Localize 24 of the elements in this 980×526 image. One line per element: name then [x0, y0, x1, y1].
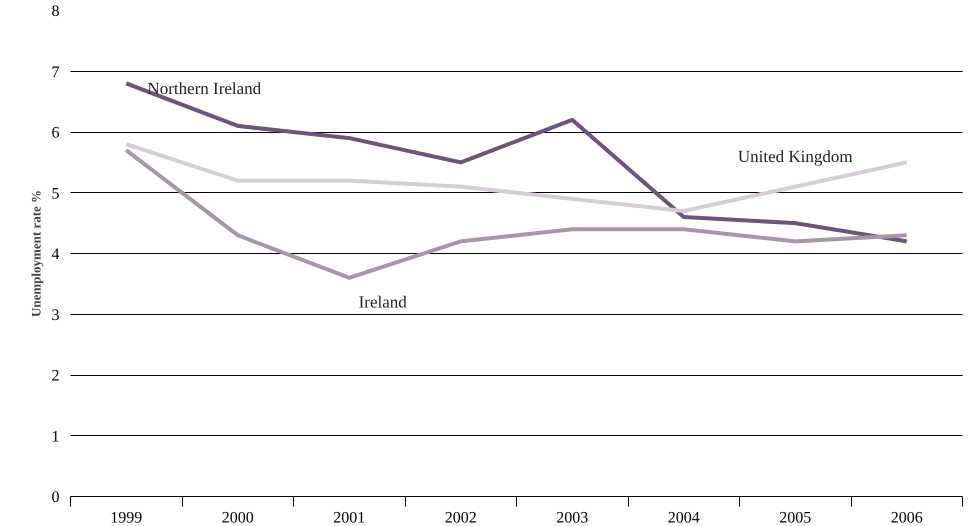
y-tick-label: 8 — [52, 3, 60, 20]
series-label: Ireland — [358, 292, 408, 312]
series-label: Northern Ireland — [147, 78, 262, 98]
x-tick-label: 2006 — [890, 510, 923, 526]
x-tick-label: 1999 — [110, 510, 142, 526]
y-tick-label: 7 — [52, 64, 60, 81]
x-tick-label: 2002 — [444, 510, 477, 526]
y-tick-label: 4 — [52, 246, 60, 263]
line-series — [124, 148, 909, 280]
x-tick-label: 2000 — [222, 510, 254, 526]
x-tick-label: 2003 — [556, 510, 588, 526]
x-tick-label: 2004 — [668, 510, 700, 526]
y-tick-label: 0 — [52, 489, 60, 506]
y-tick-label: 3 — [52, 306, 60, 324]
line-series — [124, 142, 909, 213]
y-tick-label: 1 — [52, 428, 60, 446]
y-tick-label: 5 — [52, 185, 60, 202]
series-label: United Kingdom — [738, 146, 853, 166]
line-series — [124, 81, 909, 244]
x-tick-label: 2001 — [333, 510, 366, 526]
x-tick-label: 2005 — [779, 510, 812, 526]
y-tick-label: 6 — [52, 124, 60, 142]
y-tick-label: 2 — [52, 368, 60, 384]
y-axis-title: Unemployment rate % — [28, 190, 44, 318]
